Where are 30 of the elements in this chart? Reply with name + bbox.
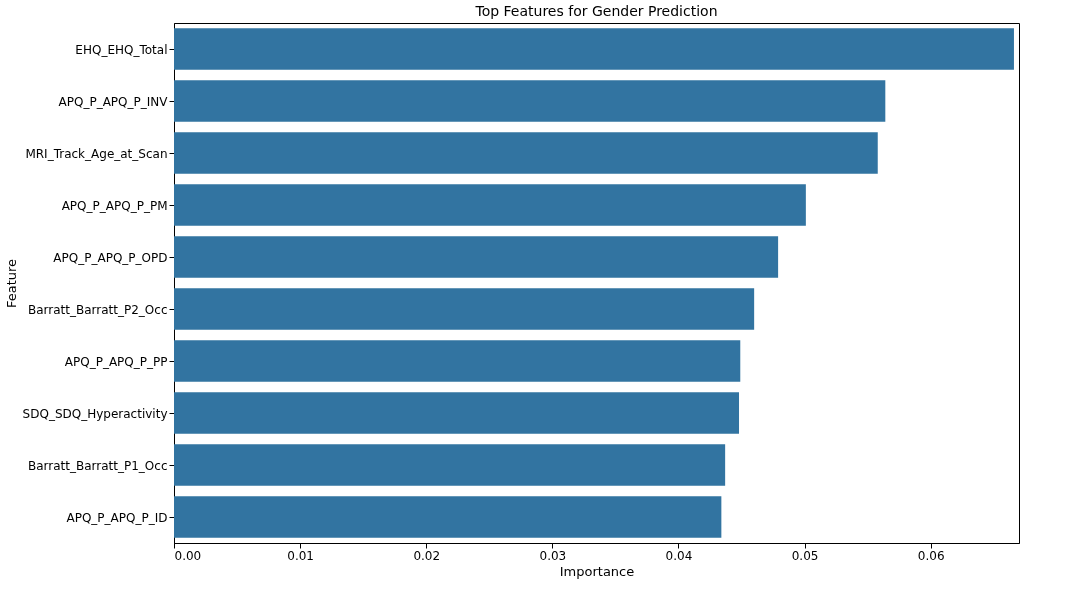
bar — [174, 340, 741, 382]
x-tick-label: 0.05 — [791, 548, 819, 563]
y-tick-label: APQ_P_APQ_P_PP — [64, 354, 168, 369]
x-tick-label: 0.03 — [539, 548, 567, 563]
bar — [174, 444, 726, 486]
y-tick-label: APQ_P_APQ_P_OPD — [53, 250, 168, 265]
y-tick-label: MRI_Track_Age_at_Scan — [25, 146, 168, 161]
y-tick-label: EHQ_EHQ_Total — [75, 42, 168, 57]
y-tick-label: APQ_P_APQ_P_INV — [58, 94, 169, 109]
bar — [174, 392, 740, 434]
y-axis-title: Feature — [3, 258, 19, 309]
bar — [174, 496, 722, 538]
chart-title: Top Features for Gender Prediction — [474, 3, 718, 19]
y-tick-label: APQ_P_APQ_P_ID — [66, 510, 168, 525]
bar — [174, 28, 1014, 70]
y-tick-label: Barratt_Barratt_P2_Occ — [27, 302, 168, 317]
x-axis-title: Importance — [559, 563, 635, 579]
bar — [174, 80, 886, 122]
bar — [174, 132, 878, 174]
x-tick-label: 0.01 — [287, 548, 314, 563]
bar — [174, 288, 755, 330]
x-tick-label: 0.06 — [917, 548, 945, 563]
x-tick-label: 0.04 — [665, 548, 693, 563]
x-tick-label: 0.02 — [413, 548, 441, 563]
bar — [174, 236, 779, 278]
y-tick-label: Barratt_Barratt_P1_Occ — [27, 458, 168, 473]
y-tick-label: APQ_P_APQ_P_PM — [61, 198, 168, 213]
x-tick-label: 0.00 — [174, 548, 202, 563]
y-tick-label: SDQ_SDQ_Hyperactivity — [22, 406, 168, 421]
bar — [174, 184, 806, 226]
